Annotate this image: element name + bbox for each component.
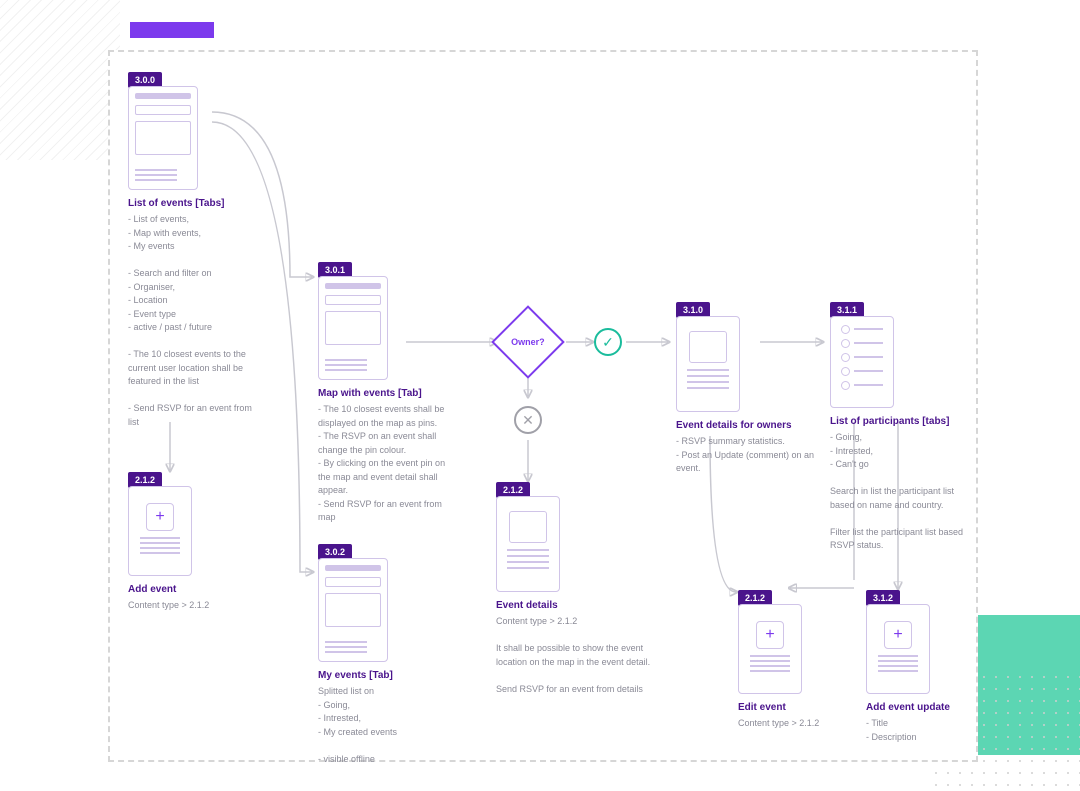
wireframe-participants-icon xyxy=(830,316,894,408)
node-title: My events [Tab] xyxy=(318,670,397,681)
decision-yes-icon: ✓ xyxy=(594,328,622,356)
node-desc: - List of events,- Map with events,- My … xyxy=(128,213,256,429)
node-list-participants: 3.1.1 List of participants [tabs] - Goin… xyxy=(830,300,970,553)
node-desc: - RSVP summary statistics.- Post an Upda… xyxy=(676,435,816,476)
node-event-details: 2.1.2 Event details Content type > 2.1.2… xyxy=(496,480,656,696)
node-title: List of events [Tabs] xyxy=(128,198,256,209)
wireframe-list-icon xyxy=(128,86,198,190)
node-desc: - Going,- Intrested,- Can't go Search in… xyxy=(830,431,970,553)
node-desc: - Title- Description xyxy=(866,717,950,744)
node-map-with-events: 3.0.1 Map with events [Tab] - The 10 clo… xyxy=(318,260,458,525)
wireframe-edit-icon: + xyxy=(738,604,802,694)
node-desc: - The 10 closest events shall be display… xyxy=(318,403,458,525)
node-title: Add event xyxy=(128,584,209,595)
node-title: List of participants [tabs] xyxy=(830,416,970,427)
decision-owner: Owner? xyxy=(491,305,565,379)
node-title: Map with events [Tab] xyxy=(318,388,458,399)
decision-no-icon: ✕ xyxy=(514,406,542,434)
node-add-event: 2.1.2 + Add event Content type > 2.1.2 xyxy=(128,470,209,613)
flow-canvas: 3.0.0 List of events [Tabs] - List of ev… xyxy=(108,50,978,762)
node-title: Add event update xyxy=(866,702,950,713)
node-title: Event details xyxy=(496,600,656,611)
node-title: Edit event xyxy=(738,702,819,713)
wireframe-detail-icon xyxy=(496,496,560,592)
decision-label: Owner? xyxy=(511,337,545,347)
wireframe-update-icon: + xyxy=(866,604,930,694)
node-desc: Content type > 2.1.2 xyxy=(128,599,209,613)
node-add-event-update: 3.1.2 + Add event update - Title- Descri… xyxy=(866,588,950,744)
node-event-details-owners: 3.1.0 Event details for owners - RSVP su… xyxy=(676,300,816,476)
node-list-of-events: 3.0.0 List of events [Tabs] - List of ev… xyxy=(128,70,256,429)
node-title: Event details for owners xyxy=(676,420,816,431)
node-desc: Splitted list on- Going,- Intrested,- My… xyxy=(318,685,397,766)
node-edit-event: 2.1.2 + Edit event Content type > 2.1.2 xyxy=(738,588,819,731)
wireframe-add-icon: + xyxy=(128,486,192,576)
node-desc: Content type > 2.1.2 It shall be possibl… xyxy=(496,615,656,696)
wireframe-owner-icon xyxy=(676,316,740,412)
diagonal-stripes-decor xyxy=(0,0,120,160)
wireframe-myevents-icon xyxy=(318,558,388,662)
node-my-events: 3.0.2 My events [Tab] Splitted list on- … xyxy=(318,542,397,766)
accent-bar xyxy=(130,22,214,38)
wireframe-map-icon xyxy=(318,276,388,380)
node-desc: Content type > 2.1.2 xyxy=(738,717,819,731)
